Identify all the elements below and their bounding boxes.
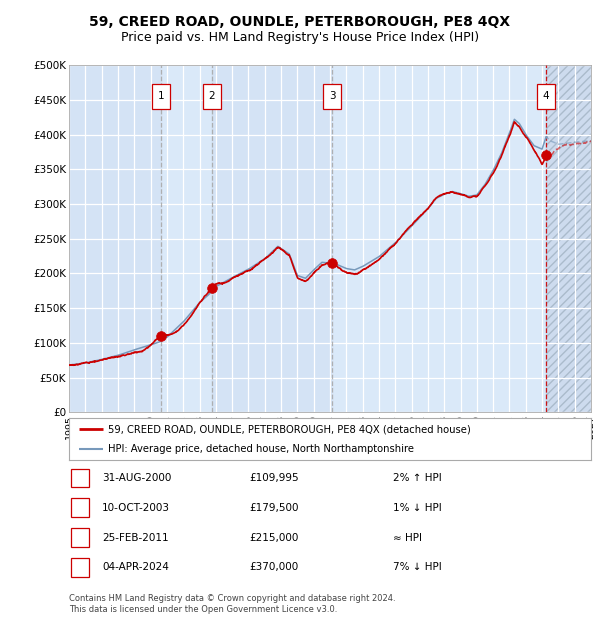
Bar	[212, 65, 332, 412]
Text: 31-AUG-2000: 31-AUG-2000	[102, 473, 172, 483]
Bar	[152, 84, 170, 109]
Bar	[546, 65, 591, 412]
Text: HPI: Average price, detached house, North Northamptonshire: HPI: Average price, detached house, Nort…	[108, 445, 414, 454]
Text: 3: 3	[76, 533, 83, 542]
Text: 2: 2	[209, 91, 215, 101]
Bar	[161, 65, 212, 412]
Text: 1: 1	[76, 473, 83, 483]
Text: 04-APR-2024: 04-APR-2024	[102, 562, 169, 572]
Text: 2: 2	[76, 503, 83, 513]
Text: £370,000: £370,000	[249, 562, 298, 572]
Bar	[323, 84, 341, 109]
Text: 3: 3	[329, 91, 336, 101]
Text: £179,500: £179,500	[249, 503, 299, 513]
Text: 10-OCT-2003: 10-OCT-2003	[102, 503, 170, 513]
Text: 4: 4	[76, 562, 83, 572]
Bar	[546, 65, 591, 412]
Text: 7% ↓ HPI: 7% ↓ HPI	[393, 562, 442, 572]
Bar	[203, 84, 221, 109]
Text: Contains HM Land Registry data © Crown copyright and database right 2024.
This d: Contains HM Land Registry data © Crown c…	[69, 595, 395, 614]
Bar	[546, 65, 591, 412]
Text: 1: 1	[158, 91, 164, 101]
Text: 2% ↑ HPI: 2% ↑ HPI	[393, 473, 442, 483]
Text: £215,000: £215,000	[249, 533, 298, 542]
Bar	[332, 65, 546, 412]
Bar	[537, 84, 555, 109]
Text: Price paid vs. HM Land Registry's House Price Index (HPI): Price paid vs. HM Land Registry's House …	[121, 31, 479, 44]
Text: 1% ↓ HPI: 1% ↓ HPI	[393, 503, 442, 513]
Text: ≈ HPI: ≈ HPI	[393, 533, 422, 542]
Text: 4: 4	[543, 91, 550, 101]
Text: 25-FEB-2011: 25-FEB-2011	[102, 533, 169, 542]
Text: £109,995: £109,995	[249, 473, 299, 483]
Text: 59, CREED ROAD, OUNDLE, PETERBOROUGH, PE8 4QX: 59, CREED ROAD, OUNDLE, PETERBOROUGH, PE…	[89, 16, 511, 30]
Bar	[69, 65, 161, 412]
Text: 59, CREED ROAD, OUNDLE, PETERBOROUGH, PE8 4QX (detached house): 59, CREED ROAD, OUNDLE, PETERBOROUGH, PE…	[108, 424, 471, 434]
